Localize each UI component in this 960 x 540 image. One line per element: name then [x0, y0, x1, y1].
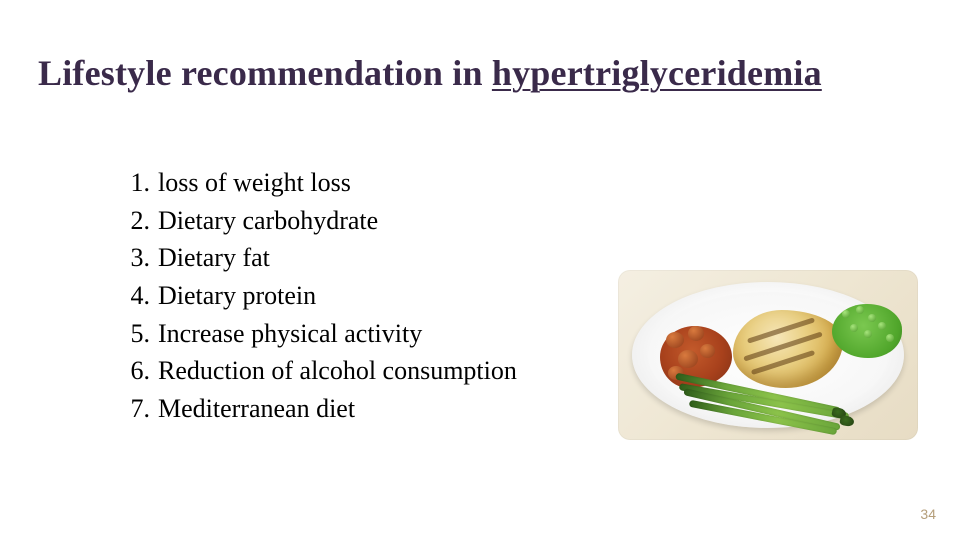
stew-piece-icon [678, 350, 698, 368]
pea-icon [856, 306, 864, 314]
pea-icon [868, 314, 876, 322]
list-item: 3.Dietary fat [116, 239, 517, 277]
list-item: 4.Dietary protein [116, 277, 517, 315]
list-text: Mediterranean diet [158, 390, 355, 428]
list-text: Dietary fat [158, 239, 270, 277]
list-text: Dietary carbohydrate [158, 202, 378, 240]
list-number: 2. [116, 202, 150, 240]
list-number: 5. [116, 315, 150, 353]
list-item: 5.Increase physical activity [116, 315, 517, 353]
pea-icon [850, 324, 858, 332]
list-text: Increase physical activity [158, 315, 422, 353]
pea-icon [864, 330, 872, 338]
slide-title: Lifestyle recommendation in hypertriglyc… [38, 52, 822, 94]
pea-icon [842, 310, 850, 318]
stew-piece-icon [666, 332, 684, 348]
list-text: Reduction of alcohol consumption [158, 352, 517, 390]
pea-icon [886, 334, 894, 342]
list-number: 7. [116, 390, 150, 428]
list-item: 2.Dietary carbohydrate [116, 202, 517, 240]
list-item: 6.Reduction of alcohol consumption [116, 352, 517, 390]
title-underlined-term: hypertriglyceridemia [492, 53, 822, 93]
pea-icon [878, 322, 886, 330]
title-prefix: Lifestyle recommendation in [38, 53, 492, 93]
list-text: Dietary protein [158, 277, 316, 315]
list-item: 1.loss of weight loss [116, 164, 517, 202]
stew-piece-icon [688, 326, 704, 341]
list-number: 3. [116, 239, 150, 277]
food-plate-image [618, 270, 918, 440]
stew-piece-icon [700, 344, 715, 358]
recommendation-list: 1.loss of weight loss 2.Dietary carbohyd… [116, 164, 517, 428]
list-item: 7.Mediterranean diet [116, 390, 517, 428]
page-number: 34 [920, 506, 936, 522]
list-number: 6. [116, 352, 150, 390]
slide: Lifestyle recommendation in hypertriglyc… [0, 0, 960, 540]
list-number: 1. [116, 164, 150, 202]
list-number: 4. [116, 277, 150, 315]
list-text: loss of weight loss [158, 164, 351, 202]
